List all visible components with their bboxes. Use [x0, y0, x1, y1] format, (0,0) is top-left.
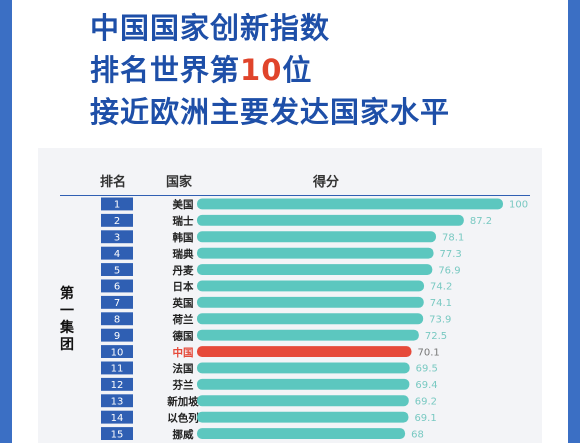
value-label: 100	[509, 200, 528, 211]
rank-box	[101, 279, 133, 293]
country-label: 新加坡	[167, 395, 199, 408]
headline-rank-number: 10	[240, 53, 283, 87]
value-label: 73.9	[429, 315, 451, 326]
rank-label: 9	[114, 331, 120, 342]
rank-box	[101, 246, 133, 260]
chart-panel	[38, 148, 542, 443]
bar	[197, 428, 406, 439]
group-label-char: 集	[60, 320, 74, 336]
bar	[197, 346, 412, 357]
rank-label: 4	[114, 249, 120, 260]
bar	[197, 247, 434, 259]
country-label: 美国	[173, 198, 194, 211]
value-label: 74.1	[430, 298, 452, 309]
headline-line-2: 排名世界第10位	[90, 47, 312, 89]
bar	[197, 231, 436, 243]
rank-label: 10	[111, 347, 124, 358]
left-border	[0, 0, 12, 443]
bar	[197, 313, 424, 325]
headline-line-2-before: 排名世界第	[90, 53, 241, 87]
value-label: 69.4	[415, 380, 437, 391]
rank-box	[101, 230, 133, 244]
bar	[197, 378, 410, 390]
group-label: 第一集团	[56, 286, 78, 354]
header-score: 得分	[313, 175, 340, 190]
value-label: 70.1	[418, 347, 440, 358]
value-label: 74.2	[430, 282, 452, 293]
rank-label: 2	[114, 216, 120, 227]
country-label: 挪威	[173, 428, 194, 441]
bar	[197, 411, 409, 423]
country-label: 日本	[173, 280, 194, 293]
value-label: 69.2	[415, 397, 437, 408]
rank-label: 3	[114, 233, 120, 244]
country-label: 英国	[172, 297, 194, 310]
value-label: 69.5	[416, 364, 438, 375]
rank-box	[101, 312, 133, 326]
rank-box	[101, 263, 133, 276]
country-label: 以色列	[167, 411, 199, 424]
country-label: 瑞典	[173, 247, 194, 260]
value-label: 77.3	[440, 249, 462, 260]
bar	[197, 198, 503, 210]
bar	[197, 280, 425, 292]
bar	[197, 362, 410, 374]
rank-label: 14	[111, 413, 124, 424]
country-label: 丹麦	[173, 264, 194, 277]
value-label: 69.1	[414, 413, 436, 424]
bar	[197, 395, 409, 407]
value-label: 72.5	[425, 331, 447, 342]
country-label: 德国	[172, 329, 194, 342]
rank-label: 12	[111, 380, 124, 391]
rank-label: 13	[111, 397, 124, 408]
rank-box	[101, 295, 133, 309]
headline-line-2-after: 位	[282, 53, 313, 87]
group-label-char: 团	[60, 337, 74, 353]
bar	[197, 329, 419, 341]
rank-box	[101, 345, 133, 358]
country-label: 芬兰	[172, 379, 194, 392]
rank-label: 7	[114, 298, 120, 309]
value-label: 87.2	[470, 216, 492, 227]
right-border	[568, 0, 580, 443]
rank-box	[101, 328, 133, 342]
rank-box	[101, 213, 133, 227]
rank-label: 5	[114, 265, 120, 276]
header-divider	[60, 195, 530, 196]
value-label: 78.1	[442, 233, 464, 244]
rank-label: 1	[114, 200, 120, 211]
country-label: 中国	[173, 346, 194, 359]
rank-label: 15	[111, 429, 124, 440]
value-label: 76.9	[438, 265, 460, 276]
rank-label: 6	[114, 282, 120, 293]
rank-label: 8	[114, 315, 120, 326]
country-label: 荷兰	[172, 313, 194, 326]
country-label: 瑞士	[173, 215, 194, 228]
group-label-char: 第	[60, 286, 74, 302]
header-country: 国家	[166, 175, 193, 190]
rank-box	[101, 197, 133, 211]
value-label: 68	[411, 429, 424, 440]
headline-line-1: 中国国家创新指数	[90, 11, 331, 45]
rank-box	[101, 427, 133, 440]
group-label-char: 一	[60, 303, 74, 319]
rank-box	[101, 361, 133, 375]
header-rank: 排名	[100, 175, 127, 190]
rank-box	[101, 377, 133, 391]
headline-line-3: 接近欧洲主要发达国家水平	[90, 95, 451, 129]
bar	[197, 296, 424, 308]
country-label: 韩国	[173, 231, 194, 244]
bar	[197, 214, 464, 226]
rank-box	[101, 410, 133, 424]
rank-label: 11	[111, 364, 124, 375]
bar	[197, 264, 433, 275]
rank-box	[101, 394, 133, 408]
country-label: 法国	[173, 362, 194, 375]
